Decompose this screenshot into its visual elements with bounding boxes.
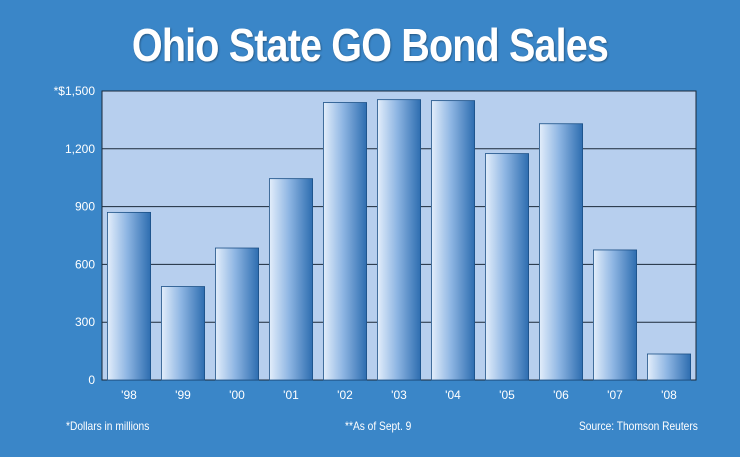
- x-tick-label: '03: [391, 388, 407, 402]
- x-tick-label: '07: [607, 388, 623, 402]
- y-tick-labels: 0 300 600 900 1,200 *$1,500: [54, 84, 96, 387]
- units-note: *Dollars in millions: [66, 419, 150, 433]
- y-tick-label: 0: [88, 373, 95, 387]
- bar: [376, 99, 421, 381]
- y-tick-label: 1,200: [65, 142, 95, 156]
- asof-note: **As of Sept. 9: [345, 419, 412, 433]
- x-tick-label: '01: [283, 388, 299, 402]
- bar: [484, 153, 529, 381]
- bar: [430, 100, 475, 381]
- x-tick-label: '05: [499, 388, 515, 402]
- x-tick-label: '04: [445, 388, 461, 402]
- x-tick-label: '06: [553, 388, 569, 402]
- bar: [160, 286, 205, 381]
- x-tick-label: '08: [661, 388, 677, 402]
- bar: [107, 211, 152, 381]
- bar: [593, 249, 638, 381]
- bar: [214, 247, 259, 381]
- x-tick-labels: '98 '99 '00 '01 '02 '03 '04 '05 '06 '07 '08: [121, 388, 677, 402]
- chart-title: Ohio State GO Bond Sales: [131, 19, 609, 71]
- x-tick-label: '99: [175, 388, 191, 402]
- y-tick-label: 300: [75, 315, 95, 329]
- bar: [539, 123, 584, 381]
- bar: [322, 102, 367, 381]
- bar: [647, 353, 692, 381]
- bars: [107, 99, 692, 381]
- source-note: Source: Thomson Reuters: [579, 419, 698, 433]
- x-tick-label: '98: [121, 388, 137, 402]
- x-tick-label: '00: [229, 388, 245, 402]
- y-tick-label: 600: [75, 257, 95, 271]
- y-tick-label: *$1,500: [54, 84, 96, 98]
- y-tick-label: 900: [75, 200, 95, 214]
- x-tick-label: '02: [337, 388, 353, 402]
- bar: [268, 178, 313, 381]
